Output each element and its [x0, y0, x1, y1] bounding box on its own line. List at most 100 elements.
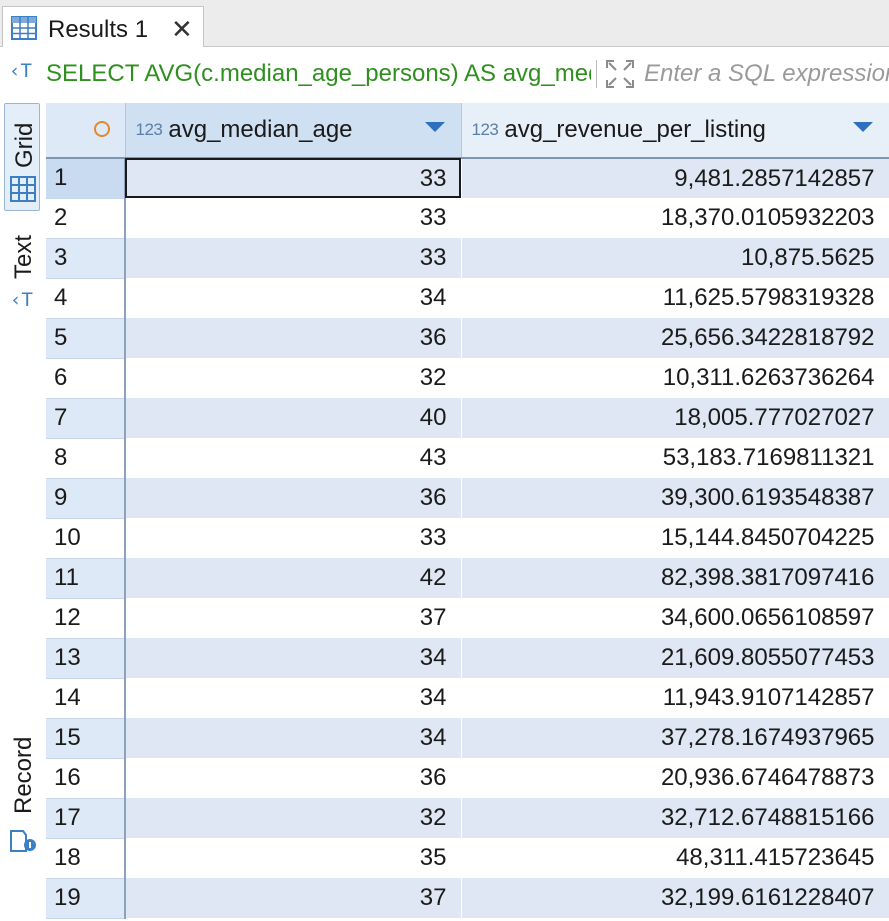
table-row[interactable]: 12 37 34,600.0656108597 [46, 598, 889, 639]
cell-avg-median-age[interactable]: 42 [125, 558, 462, 598]
results-tab-label: Results 1 [48, 16, 149, 43]
cell-avg-revenue-per-listing[interactable]: 37,278.1674937965 [461, 718, 889, 758]
numeric-type-icon: 123 [135, 120, 163, 139]
filter-divider [596, 60, 597, 88]
table-row[interactable]: 6 32 10,311.6263736264 [46, 358, 889, 399]
cell-avg-median-age[interactable]: 32 [125, 358, 462, 398]
query-text[interactable]: SELECT AVG(c.median_age_persons) AS avg_… [46, 60, 591, 87]
cell-avg-revenue-per-listing[interactable]: 10,311.6263736264 [461, 358, 889, 398]
cell-avg-revenue-per-listing[interactable]: 34,600.0656108597 [461, 598, 889, 638]
table-row[interactable]: 15 34 37,278.1674937965 [46, 718, 889, 759]
grid-body: 1 33 9,481.2857142857 2 33 18,370.0105932203 3… [46, 158, 889, 919]
filter-input[interactable] [644, 57, 889, 91]
table-row[interactable]: 2 33 18,370.0105932203 [46, 198, 889, 239]
table-row[interactable]: 16 36 20,936.6746478873 [46, 758, 889, 799]
cell-avg-revenue-per-listing[interactable]: 21,609.8055077453 [461, 638, 889, 678]
close-icon[interactable]: ✕ [171, 14, 193, 44]
cell-avg-median-age[interactable]: 43 [125, 438, 462, 478]
column-header-avg-revenue-per-listing[interactable]: 123 avg_revenue_per_listing [461, 103, 889, 159]
cell-avg-median-age[interactable]: 36 [125, 478, 462, 518]
cell-avg-median-age[interactable]: 33 [125, 238, 462, 278]
table-icon [11, 16, 37, 40]
results-grid[interactable]: 123 avg_median_age 123 avg_revenue_per_l… [46, 103, 889, 921]
sort-arrow-icon[interactable] [852, 122, 873, 132]
row-number[interactable]: 18 [46, 838, 126, 879]
text-view-icon: ‹T [10, 289, 33, 311]
cell-avg-median-age[interactable]: 37 [125, 878, 462, 918]
row-number[interactable]: 6 [46, 358, 126, 399]
results-tab[interactable]: Results 1 ✕ [2, 6, 204, 47]
cell-avg-median-age[interactable]: 33 [125, 198, 462, 238]
table-row[interactable]: 5 36 25,656.3422818792 [46, 318, 889, 359]
expand-icon[interactable] [605, 59, 635, 89]
cell-avg-median-age[interactable]: 34 [125, 678, 462, 718]
cell-avg-revenue-per-listing[interactable]: 25,656.3422818792 [461, 318, 889, 358]
row-number[interactable]: 8 [46, 438, 126, 479]
cell-avg-revenue-per-listing[interactable]: 53,183.7169811321 [461, 438, 889, 478]
cell-avg-median-age[interactable]: 37 [125, 598, 462, 638]
table-row[interactable]: 10 33 15,144.8450704225 [46, 518, 889, 559]
row-number[interactable]: 1 [46, 158, 126, 199]
record-icon [10, 830, 36, 852]
row-number-header[interactable] [46, 103, 126, 159]
table-row[interactable]: 9 36 39,300.6193548387 [46, 478, 889, 519]
row-number[interactable]: 2 [46, 198, 126, 239]
cell-avg-revenue-per-listing[interactable]: 11,943.9107142857 [461, 678, 889, 718]
cell-avg-revenue-per-listing[interactable]: 32,712.6748815166 [461, 798, 889, 838]
cell-avg-median-age[interactable]: 34 [125, 638, 462, 678]
row-number[interactable]: 17 [46, 798, 126, 839]
cell-avg-revenue-per-listing[interactable]: 48,311.415723645 [461, 838, 889, 878]
table-row[interactable]: 19 37 32,199.6161228407 [46, 878, 889, 919]
cell-avg-revenue-per-listing[interactable]: 10,875.5625 [461, 238, 889, 278]
cell-avg-revenue-per-listing[interactable]: 11,625.5798319328 [461, 278, 889, 318]
row-number[interactable]: 13 [46, 638, 126, 679]
cell-avg-median-age[interactable]: 34 [125, 278, 462, 318]
table-row[interactable]: 17 32 32,712.6748815166 [46, 798, 889, 839]
table-row[interactable]: 18 35 48,311.415723645 [46, 838, 889, 879]
row-number[interactable]: 14 [46, 678, 126, 719]
grid-view-button[interactable]: Grid [4, 103, 40, 211]
cell-avg-revenue-per-listing[interactable]: 15,144.8450704225 [461, 518, 889, 558]
sql-icon: ‹T [9, 60, 32, 82]
cell-avg-median-age[interactable]: 40 [125, 398, 462, 438]
row-number[interactable]: 15 [46, 718, 126, 759]
cell-avg-revenue-per-listing[interactable]: 32,199.6161228407 [461, 878, 889, 918]
row-number[interactable]: 12 [46, 598, 126, 639]
cell-avg-revenue-per-listing[interactable]: 82,398.3817097416 [461, 558, 889, 598]
row-number[interactable]: 4 [46, 278, 126, 319]
table-row[interactable]: 7 40 18,005.777027027 [46, 398, 889, 439]
cell-avg-median-age[interactable]: 36 [125, 758, 462, 798]
table-row[interactable]: 4 34 11,625.5798319328 [46, 278, 889, 319]
column-header-avg-median-age[interactable]: 123 avg_median_age [125, 103, 462, 159]
cell-avg-revenue-per-listing[interactable]: 18,005.777027027 [461, 398, 889, 438]
row-number[interactable]: 3 [46, 238, 126, 279]
table-row[interactable]: 14 34 11,943.9107142857 [46, 678, 889, 719]
cell-avg-median-age[interactable]: 36 [125, 318, 462, 358]
cell-avg-median-age[interactable]: 33 [125, 518, 462, 558]
row-number[interactable]: 19 [46, 878, 126, 919]
table-row[interactable]: 1 33 9,481.2857142857 [46, 158, 889, 199]
cell-avg-revenue-per-listing[interactable]: 9,481.2857142857 [461, 158, 889, 198]
row-number[interactable]: 10 [46, 518, 126, 559]
table-row[interactable]: 3 33 10,875.5625 [46, 238, 889, 279]
cell-avg-revenue-per-listing[interactable]: 39,300.6193548387 [461, 478, 889, 518]
table-row[interactable]: 8 43 53,183.7169811321 [46, 438, 889, 479]
row-number[interactable]: 9 [46, 478, 126, 519]
row-number[interactable]: 5 [46, 318, 126, 359]
record-view-button[interactable]: Record [10, 736, 37, 814]
results-tab-strip: Results 1 ✕ [0, 0, 889, 47]
sort-arrow-icon[interactable] [424, 122, 445, 132]
cell-avg-median-age[interactable]: 34 [125, 718, 462, 758]
row-number[interactable]: 16 [46, 758, 126, 799]
cell-avg-median-age[interactable]: 33 [125, 158, 462, 198]
row-number[interactable]: 11 [46, 558, 126, 599]
cell-avg-median-age[interactable]: 32 [125, 798, 462, 838]
row-number[interactable]: 7 [46, 398, 126, 439]
table-row[interactable]: 11 42 82,398.3817097416 [46, 558, 889, 599]
cell-avg-revenue-per-listing[interactable]: 20,936.6746478873 [461, 758, 889, 798]
cell-avg-revenue-per-listing[interactable]: 18,370.0105932203 [461, 198, 889, 238]
select-all-icon[interactable] [94, 121, 110, 137]
table-row[interactable]: 13 34 21,609.8055077453 [46, 638, 889, 679]
cell-avg-median-age[interactable]: 35 [125, 838, 462, 878]
text-view-button[interactable]: Text [10, 234, 37, 279]
